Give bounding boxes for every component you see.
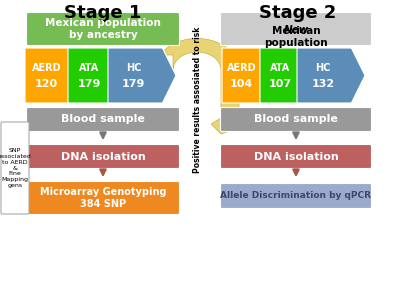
Text: SNP
associated
to AERD
&
Fine
Mapping
gens: SNP associated to AERD & Fine Mapping ge… [0,148,32,188]
Text: DNA isolation: DNA isolation [254,152,338,161]
Text: AERD: AERD [227,63,256,73]
FancyBboxPatch shape [26,12,180,45]
Polygon shape [108,48,176,103]
Text: DNA isolation: DNA isolation [61,152,145,161]
Text: Blood sample: Blood sample [254,114,338,124]
Text: New: New [283,25,309,35]
Text: Positive results assosiated to risk: Positive results assosiated to risk [192,27,202,173]
Text: Stage 2: Stage 2 [259,4,337,22]
Text: ATA: ATA [79,63,99,73]
Text: AERD: AERD [32,63,62,73]
Polygon shape [155,39,249,134]
FancyBboxPatch shape [220,107,372,132]
FancyBboxPatch shape [26,181,180,214]
Text: Mexican population
by ancestry: Mexican population by ancestry [45,18,161,40]
FancyBboxPatch shape [220,145,372,168]
Text: Blood sample: Blood sample [61,114,145,124]
Text: HC: HC [126,63,142,73]
FancyBboxPatch shape [220,12,372,45]
Text: 120: 120 [35,79,58,89]
Polygon shape [297,48,365,103]
Text: 179: 179 [122,79,146,89]
FancyBboxPatch shape [1,122,29,214]
Text: 104: 104 [230,79,253,89]
FancyBboxPatch shape [26,107,180,132]
Text: 107: 107 [268,79,291,89]
Polygon shape [260,48,312,103]
Text: Mexican
population: Mexican population [264,26,328,48]
Text: Allele Discrimination by qPCR: Allele Discrimination by qPCR [220,191,372,201]
Text: HC: HC [315,63,330,73]
Text: 179: 179 [77,79,100,89]
Text: 132: 132 [311,79,334,89]
Text: Microarray Genotyping
384 SNP: Microarray Genotyping 384 SNP [40,187,166,209]
FancyBboxPatch shape [220,183,372,209]
Text: ATA: ATA [270,63,290,73]
Text: Stage 1: Stage 1 [64,4,142,22]
Polygon shape [222,48,274,103]
FancyBboxPatch shape [26,145,180,168]
Polygon shape [25,48,82,103]
Polygon shape [68,48,123,103]
